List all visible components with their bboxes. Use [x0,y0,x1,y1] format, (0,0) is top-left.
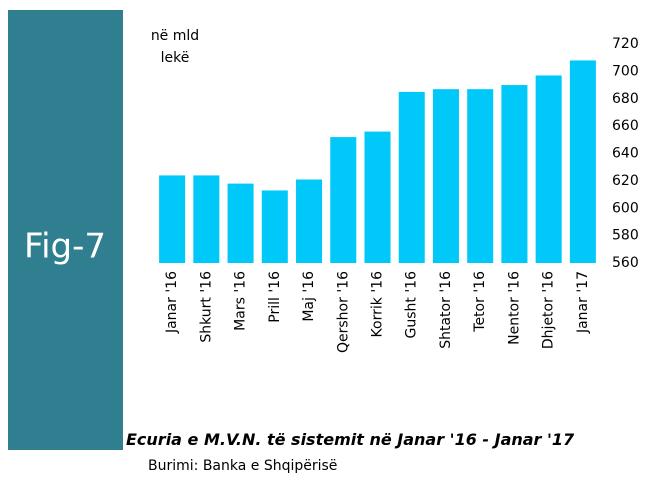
bar [501,85,528,263]
y-tick-label: 600 [612,200,639,216]
bar [432,89,459,263]
x-tick-label: Prill '16 [267,271,283,323]
source: Burimi: Banka e Shqipërisë [148,458,337,474]
bar [159,175,186,263]
x-tick-label: Janar '16 [164,271,180,334]
x-tick-label: Gusht '16 [404,271,420,339]
bar [467,89,494,263]
figure-panel [8,10,123,450]
bar [398,91,425,263]
x-tick-label: Shkurt '16 [198,271,214,343]
bar [364,131,391,263]
bar [535,75,562,263]
x-tick-label: Nentor '16 [506,271,522,345]
y-tick-label: 680 [612,91,639,107]
y-axis-label: në mld lekë [150,28,200,66]
figure-label: Fig-7 [24,227,106,267]
bar [261,190,288,263]
y-tick-label: 660 [612,118,639,134]
x-tick-label: Maj '16 [301,271,317,322]
x-tick-label: Korrik '16 [370,271,386,338]
x-tick-label: Qershor '16 [335,271,351,353]
x-tick-label: Janar '17 [575,271,591,334]
x-tick-label: Tetor '16 [472,271,488,333]
y-tick-label: 700 [612,63,639,79]
y-tick-label: 720 [612,36,639,52]
x-tick-label: Mars '16 [233,271,249,331]
y-tick-label: 620 [612,173,639,189]
bar [330,137,357,263]
bar [193,175,220,263]
x-tick-label: Shtator '16 [438,271,454,349]
chart-title: Ecuria e M.V.N. të sistemit në Janar '16… [126,430,575,449]
x-tick-label: Dhjetor '16 [541,271,557,349]
bar [227,183,254,263]
bar [569,60,596,263]
bar [296,179,323,263]
y-tick-label: 640 [612,146,639,162]
y-tick-label: 580 [612,228,639,244]
y-tick-label: 560 [612,255,639,271]
